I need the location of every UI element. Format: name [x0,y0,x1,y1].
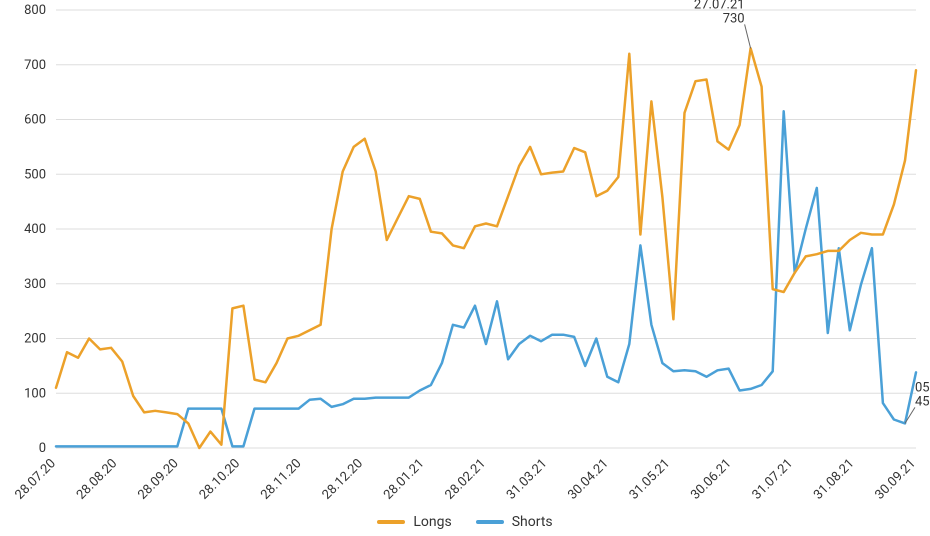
y-tick-label: 700 [24,58,46,73]
y-tick-label: 500 [24,167,46,182]
y-tick-label: 200 [24,332,46,347]
callout-value-low-shorts: 45 [915,394,930,409]
y-tick-label: 600 [24,113,46,128]
chart-container: 010020030040050060070080028.07.2028.08.2… [0,0,930,536]
legend: Longs Shorts [0,514,930,530]
y-tick-label: 0 [39,441,46,456]
legend-label-longs: Longs [413,514,451,530]
legend-swatch-longs [377,520,405,524]
legend-item-longs: Longs [377,514,451,530]
y-tick-label: 100 [24,386,46,401]
chart-bg [0,0,930,536]
legend-item-shorts: Shorts [476,514,553,530]
y-tick-label: 300 [24,277,46,292]
y-tick-label: 800 [24,3,46,18]
line-chart: 010020030040050060070080028.07.2028.08.2… [0,0,930,536]
callout-value-peak-longs: 730 [723,11,745,26]
legend-swatch-shorts [476,520,504,524]
legend-label-shorts: Shorts [512,514,553,530]
callout-date-low-shorts: 05.10.21 [915,380,930,395]
y-tick-label: 400 [24,222,46,237]
